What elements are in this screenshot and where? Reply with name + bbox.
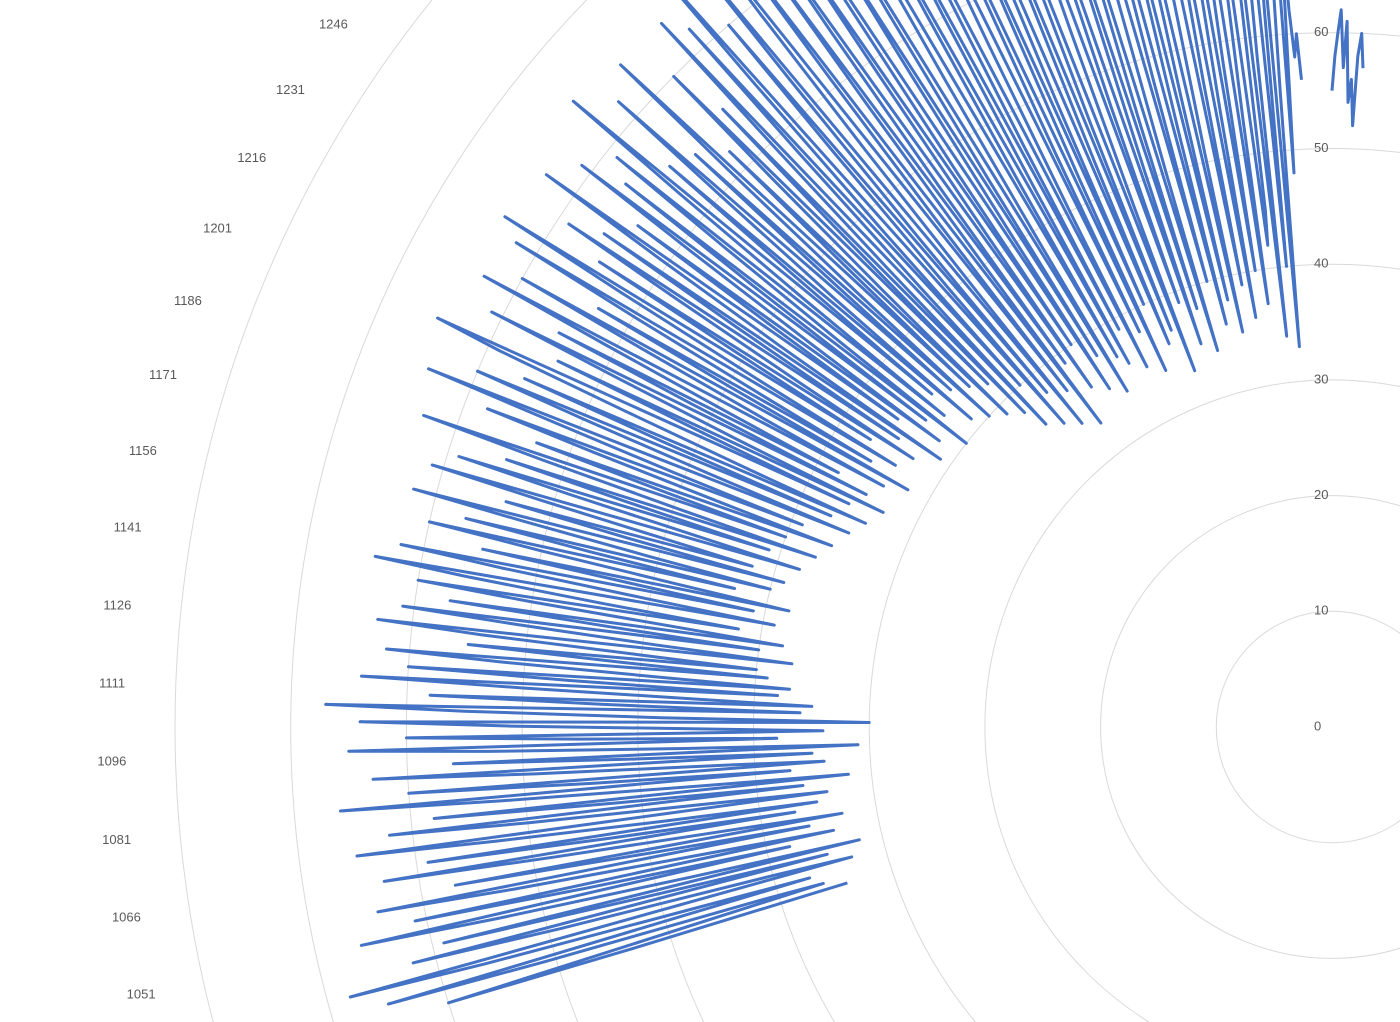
category-label: 1246	[319, 16, 348, 31]
category-label: 1201	[203, 220, 232, 235]
grid-circle	[868, 263, 1400, 1022]
category-label: 1096	[97, 754, 126, 769]
grid-circle	[290, 0, 588, 1022]
category-label: 1156	[129, 443, 157, 458]
grid-circle	[1100, 495, 1400, 959]
radial-tick-label: 50	[1314, 140, 1328, 155]
category-label: 1141	[114, 520, 142, 535]
grid-circle	[984, 379, 1400, 1022]
grid-circle	[753, 148, 1400, 1022]
category-label: 1126	[103, 597, 131, 612]
radial-tick-label: 40	[1314, 256, 1328, 271]
grid-circle	[406, 0, 761, 1022]
radial-tick-label: 20	[1314, 487, 1328, 502]
category-label: 1216	[237, 150, 266, 165]
series-line	[324, 0, 1365, 1006]
radial-tick-label: 60	[1314, 24, 1328, 39]
category-label: 1111	[99, 675, 125, 690]
category-label: 1186	[174, 293, 202, 308]
radial-tick-label: 10	[1314, 603, 1328, 618]
category-label: 1171	[149, 367, 177, 382]
radial-tick-label: 30	[1314, 371, 1328, 386]
category-label: 1051	[127, 986, 156, 1001]
category-label: 1081	[102, 832, 131, 847]
radial-tick-label: 0	[1314, 718, 1321, 733]
grid-circle	[1215, 610, 1400, 844]
category-label: 1231	[276, 82, 305, 97]
category-label: 1066	[112, 910, 141, 925]
grid-circle	[174, 0, 433, 1022]
